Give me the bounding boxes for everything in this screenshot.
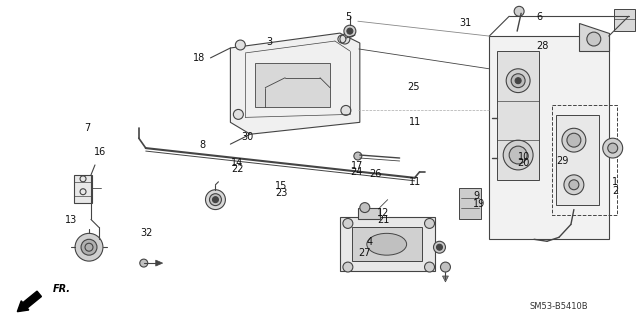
Text: 29: 29 — [556, 156, 568, 167]
Circle shape — [209, 194, 221, 205]
Circle shape — [234, 109, 243, 119]
Polygon shape — [497, 51, 539, 180]
Circle shape — [341, 106, 351, 115]
Text: 17: 17 — [351, 161, 363, 171]
Circle shape — [567, 133, 581, 147]
Text: 19: 19 — [473, 199, 485, 209]
Bar — [358, 208, 380, 219]
Text: 4: 4 — [367, 237, 372, 247]
Text: 7: 7 — [84, 123, 90, 133]
Text: 2: 2 — [612, 186, 618, 196]
Circle shape — [506, 69, 530, 93]
Polygon shape — [156, 260, 163, 266]
Text: 11: 11 — [409, 177, 422, 187]
Text: 10: 10 — [518, 152, 530, 162]
Circle shape — [436, 244, 442, 250]
Circle shape — [354, 152, 362, 160]
Text: 3: 3 — [266, 37, 272, 47]
Text: 26: 26 — [369, 169, 381, 179]
Circle shape — [587, 32, 601, 46]
Text: 12: 12 — [378, 208, 390, 218]
Text: 24: 24 — [351, 167, 363, 177]
Polygon shape — [614, 9, 635, 31]
Circle shape — [343, 219, 353, 228]
Text: 22: 22 — [231, 164, 243, 174]
Circle shape — [424, 262, 435, 272]
Circle shape — [562, 128, 586, 152]
Circle shape — [75, 234, 103, 261]
Text: SM53-B5410B: SM53-B5410B — [529, 302, 588, 311]
FancyArrow shape — [17, 291, 42, 312]
Bar — [74, 175, 92, 203]
Bar — [460, 188, 481, 219]
Circle shape — [236, 40, 245, 50]
Ellipse shape — [367, 234, 406, 255]
Text: 30: 30 — [242, 132, 254, 142]
Circle shape — [440, 262, 451, 272]
Circle shape — [340, 34, 350, 44]
Bar — [552, 106, 617, 214]
Polygon shape — [230, 33, 360, 134]
Circle shape — [212, 197, 218, 203]
Circle shape — [511, 74, 525, 88]
Text: 11: 11 — [409, 116, 422, 127]
Polygon shape — [352, 227, 422, 261]
Circle shape — [608, 143, 618, 153]
Circle shape — [81, 239, 97, 255]
Text: 9: 9 — [473, 191, 479, 201]
Polygon shape — [255, 63, 330, 108]
Text: 23: 23 — [275, 188, 288, 198]
Circle shape — [343, 262, 353, 272]
Polygon shape — [556, 115, 599, 204]
Circle shape — [514, 6, 524, 16]
Text: 15: 15 — [275, 182, 288, 191]
Circle shape — [503, 140, 533, 170]
Circle shape — [509, 146, 527, 164]
Text: 13: 13 — [65, 215, 77, 225]
Text: 28: 28 — [537, 41, 549, 51]
Text: 32: 32 — [140, 228, 153, 238]
Circle shape — [347, 28, 353, 34]
Text: 21: 21 — [378, 215, 390, 225]
Circle shape — [603, 138, 623, 158]
Text: 16: 16 — [94, 147, 106, 157]
Circle shape — [140, 259, 148, 267]
Circle shape — [360, 203, 370, 212]
Polygon shape — [442, 276, 449, 282]
Polygon shape — [579, 23, 609, 51]
Circle shape — [424, 219, 435, 228]
Polygon shape — [340, 218, 435, 271]
Circle shape — [569, 180, 579, 190]
Circle shape — [564, 175, 584, 195]
Text: FR.: FR. — [53, 284, 71, 294]
Text: 18: 18 — [193, 53, 205, 63]
Text: 20: 20 — [518, 158, 530, 168]
Circle shape — [344, 25, 356, 37]
Text: 31: 31 — [459, 18, 471, 27]
Text: 5: 5 — [346, 11, 352, 22]
Text: 14: 14 — [231, 158, 243, 168]
Text: 1: 1 — [612, 177, 618, 187]
Polygon shape — [489, 36, 609, 239]
Text: 25: 25 — [407, 82, 420, 92]
Text: 6: 6 — [537, 11, 543, 22]
Circle shape — [205, 190, 225, 210]
Circle shape — [433, 241, 445, 253]
Text: 27: 27 — [358, 248, 371, 258]
Text: 8: 8 — [199, 140, 205, 150]
Circle shape — [515, 78, 521, 84]
